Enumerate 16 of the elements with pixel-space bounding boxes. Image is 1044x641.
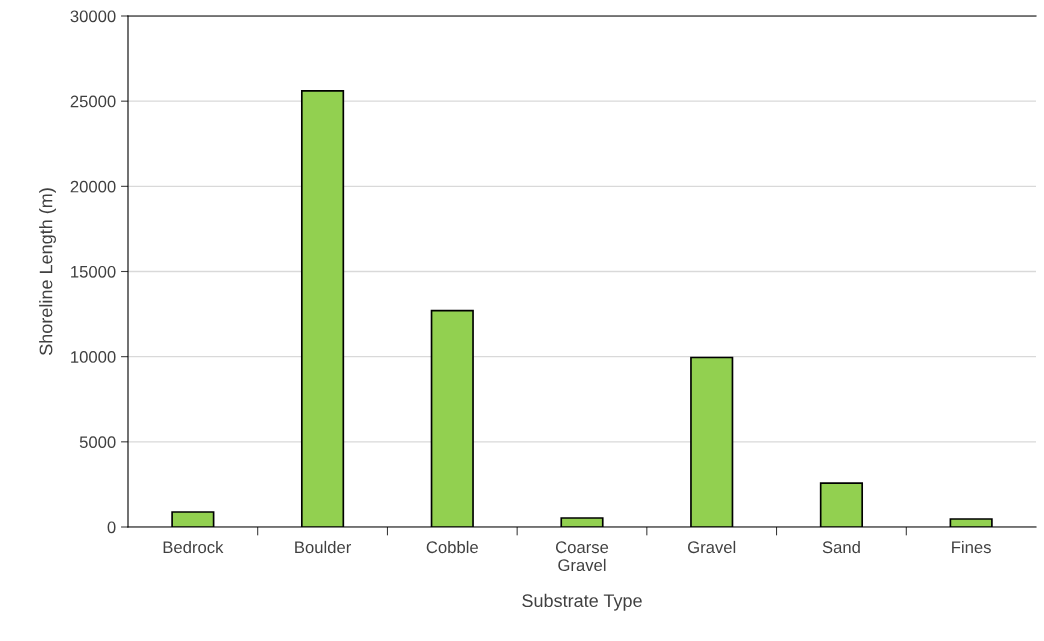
y-tick-label: 5000	[79, 436, 116, 449]
x-tick-label: Sand	[822, 540, 860, 554]
x-tick-label: Cobble	[426, 540, 478, 554]
y-tick-label: 25000	[70, 95, 116, 108]
y-tick-label: 15000	[71, 265, 116, 278]
x-tick-label: Fines	[952, 540, 991, 554]
y-tick-label: 20000	[70, 180, 116, 193]
x-tick-label: Boulder	[295, 540, 352, 554]
y-tick-label: 0	[107, 521, 116, 534]
x-axis-title: Substrate Type	[522, 593, 642, 611]
x-tick-label: Bedrock	[163, 540, 224, 554]
y-tick-label: 30000	[70, 10, 116, 23]
y-tick-label: 10000	[71, 351, 116, 363]
x-tick-label: Gravel	[688, 540, 736, 554]
x-tick-label: Coarse Gravel	[555, 541, 609, 572]
y-axis-title: Shoreline Length (m)	[39, 188, 56, 355]
